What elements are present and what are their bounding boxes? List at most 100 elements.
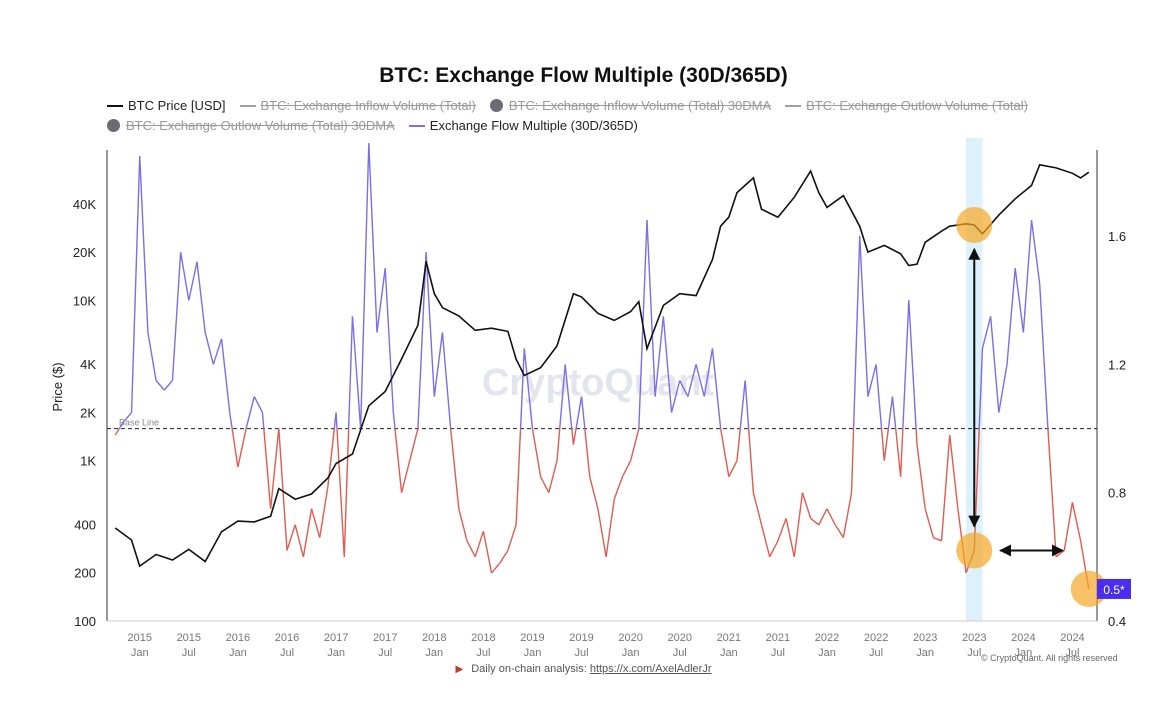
flow-multiple-segment bbox=[212, 338, 223, 365]
flow-multiple-segment bbox=[515, 428, 522, 525]
flow-multiple-segment bbox=[122, 412, 133, 423]
legend-line-icon bbox=[107, 104, 123, 107]
footer-note: ▶ Daily on-chain analysis: https://x.com/… bbox=[0, 663, 1167, 675]
flow-multiple-segment bbox=[739, 380, 746, 429]
x-tick-sub: Jan bbox=[720, 647, 738, 659]
flow-multiple-segment bbox=[575, 396, 583, 429]
flow-multiple-segment bbox=[998, 364, 1008, 413]
flow-multiple-segment bbox=[818, 508, 828, 526]
y-left-tick-label: 40K bbox=[73, 197, 96, 212]
flow-multiple-segment bbox=[695, 364, 705, 397]
flow-multiple-segment bbox=[933, 536, 942, 542]
x-tick-year: 2017 bbox=[324, 632, 348, 644]
triangle-icon: ▶ bbox=[455, 664, 464, 675]
y-left-tick-label: 4K bbox=[80, 357, 96, 372]
x-tick-sub: Jan bbox=[622, 647, 640, 659]
x-tick-year: 2024 bbox=[1060, 632, 1084, 644]
flow-multiple-segment bbox=[458, 508, 468, 542]
flow-multiple-segment bbox=[441, 332, 452, 429]
flow-multiple-segment bbox=[687, 364, 697, 397]
footer-link[interactable]: https://x.com/AxelAdlerJr bbox=[589, 663, 712, 675]
x-tick-year: 2015 bbox=[177, 632, 201, 644]
flow-multiple-segment bbox=[548, 460, 558, 493]
flow-multiple-segment bbox=[155, 380, 165, 391]
legend-dot-icon bbox=[107, 119, 120, 132]
flow-multiple-segment bbox=[359, 143, 370, 429]
flow-multiple-segment bbox=[826, 508, 836, 526]
x-tick-sub: Jan bbox=[131, 647, 149, 659]
flow-multiple-segment bbox=[895, 428, 902, 477]
legend-item[interactable]: BTC: Exchange Outlow Volume (Total) bbox=[785, 98, 1028, 113]
flow-multiple-segment bbox=[852, 236, 861, 429]
flow-multiple-segment bbox=[589, 476, 599, 509]
x-tick-year: 2023 bbox=[913, 632, 937, 644]
x-tick-year: 2017 bbox=[373, 632, 397, 644]
x-tick-year: 2022 bbox=[864, 632, 888, 644]
x-tick-sub: Jul bbox=[967, 647, 981, 659]
x-tick-sub: Jul bbox=[182, 647, 196, 659]
y-left-tick-label: 200 bbox=[74, 566, 96, 581]
x-tick-sub: Jan bbox=[916, 647, 934, 659]
flow-multiple-segment bbox=[310, 508, 321, 538]
flow-multiple-segment bbox=[343, 428, 350, 557]
legend-item[interactable]: BTC Price [USD] bbox=[107, 98, 226, 113]
flow-multiple-segment bbox=[613, 476, 624, 500]
legend-row: BTC Price [USD] BTC: Exchange Inflow Volu… bbox=[107, 98, 1042, 113]
x-tick-sub: Jul bbox=[378, 647, 392, 659]
flow-multiple-segment bbox=[278, 428, 288, 551]
flow-multiple-segment bbox=[531, 428, 542, 477]
flow-multiple-segment bbox=[1014, 268, 1025, 333]
flow-multiple-segment bbox=[989, 316, 1000, 413]
x-tick-sub: Jan bbox=[818, 647, 836, 659]
base-line-label: Base Line bbox=[119, 418, 159, 428]
flow-multiple-segment bbox=[564, 364, 573, 429]
flow-multiple-segment bbox=[179, 252, 190, 301]
flow-multiple-segment bbox=[1006, 268, 1016, 365]
legend-item[interactable]: BTC: Exchange Outlow Volume (Total) 30DM… bbox=[107, 118, 395, 133]
legend-item[interactable]: Exchange Flow Multiple (30D/365D) bbox=[408, 118, 638, 133]
flow-multiple-segment bbox=[261, 412, 265, 429]
y-right-tick-label: 0.8 bbox=[1108, 486, 1126, 501]
flow-multiple-segment bbox=[711, 348, 722, 429]
x-tick-year: 2016 bbox=[226, 632, 250, 644]
flow-multiple-segment bbox=[654, 316, 665, 397]
flow-multiple-segment bbox=[801, 492, 812, 519]
flow-multiple-segment bbox=[597, 508, 607, 557]
flow-multiple-segment bbox=[319, 486, 329, 538]
y-left-tick-label: 100 bbox=[74, 614, 96, 629]
legend-item[interactable]: BTC: Exchange Inflow Volume (Total) bbox=[239, 98, 476, 113]
chart-title: BTC: Exchange Flow Multiple (30D/365D) bbox=[379, 64, 788, 87]
flow-multiple-segment bbox=[400, 460, 411, 493]
flow-multiple-segment bbox=[507, 524, 517, 551]
flow-multiple-segment bbox=[902, 300, 910, 429]
flow-multiple-segment bbox=[139, 156, 149, 333]
flow-multiple-segment bbox=[981, 316, 992, 349]
x-tick-sub: Jan bbox=[229, 647, 247, 659]
flow-multiple-segment bbox=[302, 508, 313, 557]
flow-multiple-segment bbox=[891, 396, 897, 429]
flow-multiple-segment bbox=[887, 396, 894, 429]
flow-multiple-segment bbox=[908, 300, 917, 429]
flow-multiple-segment bbox=[147, 332, 157, 381]
flow-multiple-segment bbox=[376, 268, 386, 333]
legend-label: BTC: Exchange Inflow Volume (Total) bbox=[260, 98, 476, 113]
x-tick-year: 2019 bbox=[520, 632, 544, 644]
flow-multiple-segment bbox=[662, 316, 673, 413]
flow-multiple-segment bbox=[584, 428, 591, 477]
legend-label: BTC Price [USD] bbox=[128, 98, 226, 113]
flow-multiple-segment bbox=[466, 540, 476, 558]
flow-multiple-segment bbox=[629, 428, 640, 461]
legend-line-icon bbox=[408, 124, 425, 127]
x-tick-sub: Jan bbox=[1014, 647, 1032, 659]
flow-multiple-segment bbox=[384, 268, 395, 413]
flow-multiple-segment bbox=[1071, 502, 1082, 541]
x-tick-sub: Jan bbox=[327, 647, 345, 659]
x-tick-sub: Jul bbox=[771, 647, 785, 659]
flow-multiple-segment bbox=[915, 428, 918, 445]
flow-multiple-segment bbox=[425, 252, 435, 397]
flow-multiple-segment bbox=[621, 460, 632, 478]
legend-item[interactable]: BTC: Exchange Inflow Volume (Total) 30DM… bbox=[489, 98, 771, 113]
flow-multiple-segment bbox=[810, 517, 820, 526]
x-tick-year: 2018 bbox=[422, 632, 446, 644]
y-right-tick-label: 1.2 bbox=[1108, 357, 1126, 372]
